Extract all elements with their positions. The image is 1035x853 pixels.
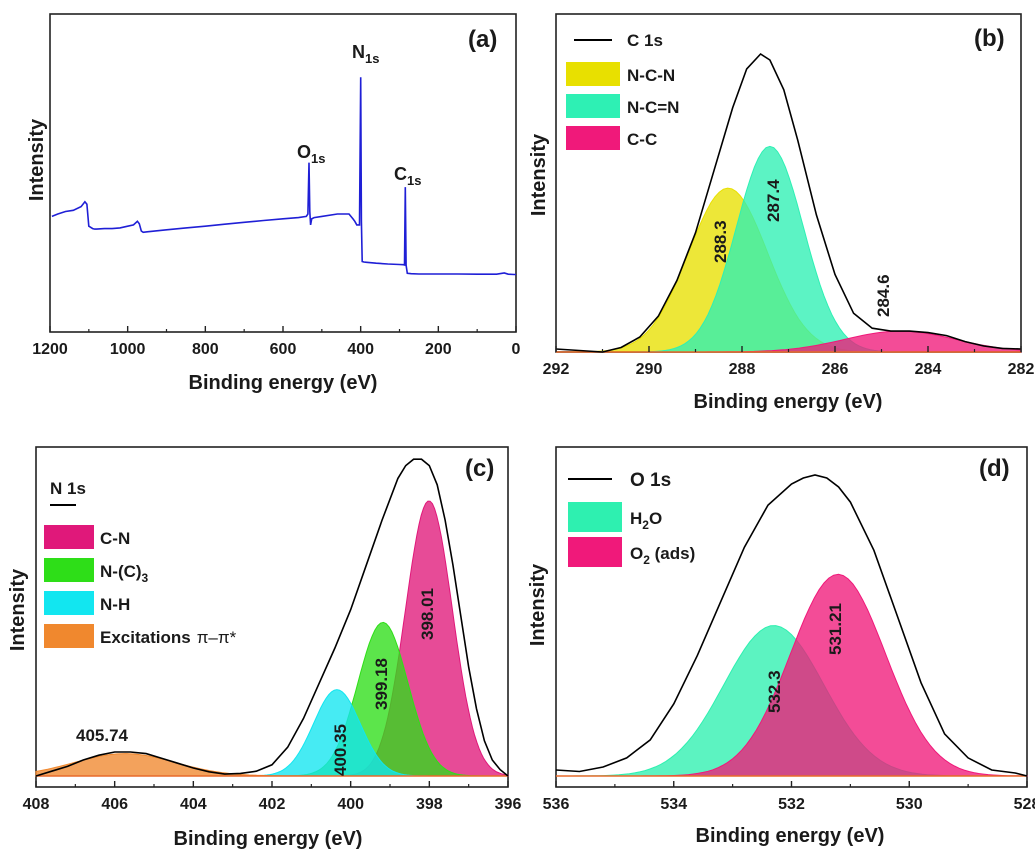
x-tick-label: 400 [337,796,364,813]
x-tick-label: 528 [1014,796,1035,813]
legend-b-label-3: C-C [627,130,657,149]
panel-b-ylabel: Intensity [528,133,550,216]
component-peak-531-21 [591,573,1028,777]
x-tick-label: 800 [192,341,219,358]
panel-b-envelope-line [555,52,1022,353]
component-peak-287-4 [596,145,944,353]
x-tick-label: 400 [347,341,374,358]
peak-label-399-18: 399.18 [372,658,391,710]
x-tick-label: 0 [512,341,521,358]
peak-label-405-74: 405.74 [76,726,129,745]
legend-c-swatch-1 [44,525,94,549]
x-tick-label: 404 [180,796,207,813]
peak-label-398-01: 398.01 [418,588,437,640]
panel-a-frame [49,13,517,333]
panel-c-components [35,500,509,777]
panel-d-tag: (d) [979,455,1010,482]
x-tick-label: 536 [543,796,570,813]
legend-c-label-3: N-H [100,595,130,614]
x-tick-label: 1200 [32,341,68,358]
legend-b-envelope-label: C 1s [627,31,663,50]
legend-d-label-1: H2O [630,509,662,532]
legend-b-swatch-3 [566,126,620,150]
x-tick-label: 282 [1008,361,1035,378]
panel-d-ylabel: Intensity [527,563,549,646]
legend-c-label-2: N-(C)3 [100,562,149,585]
legend-b-label-2: N-C=N [627,98,679,117]
legend-c-envelope-label: N 1s [50,479,86,498]
legend-c-swatch-4 [44,624,94,648]
peak-label-532-3: 532.3 [765,670,784,713]
peak-label-400-35: 400.35 [331,724,350,776]
panel-b-x-ticks: 292 290 288 286 284 282 [543,346,1035,378]
legend-d-envelope-label: O 1s [630,470,671,491]
x-tick-label: 290 [636,361,663,378]
panel-c-envelope-line [35,458,509,777]
panel-c-x-ticks: 408 406 404 402 400 398 396 [23,781,522,813]
peak-label-n1s: N1s [352,42,379,66]
legend-d-swatch-2 [568,537,622,567]
x-tick-label: 532 [778,796,805,813]
x-tick-label: 534 [660,796,687,813]
panel-b-xlabel: Binding energy (eV) [694,391,883,413]
x-tick-label: 292 [543,361,570,378]
legend-c-label-4: Excitations π–π* [100,628,237,647]
x-tick-label: 200 [425,341,452,358]
legend-b-label-1: N-C-N [627,66,675,85]
panel-d-components [556,573,1028,777]
legend-c-label-1: C-N [100,529,130,548]
peak-label-284-6: 284.6 [874,274,893,317]
x-tick-label: 1000 [110,341,146,358]
x-tick-label: 408 [23,796,50,813]
x-tick-label: 530 [896,796,923,813]
x-tick-label: 284 [915,361,942,378]
panel-a-survey-line [51,77,516,276]
peak-label-531-21: 531.21 [826,603,845,655]
panel-b-components [556,145,1022,353]
panel-a-tag: (a) [468,26,497,53]
panel-c-ylabel: Intensity [7,568,29,651]
legend-d-swatch-1 [568,502,622,532]
peak-label-o1s: O1s [297,142,325,166]
legend-d-label-2: O2 (ads) [630,544,695,567]
legend-b-swatch-2 [566,94,620,118]
panel-d-xlabel: Binding energy (eV) [696,825,885,847]
panel-c: 408 406 404 402 400 398 396 (c) Intensity Bind… [7,446,522,850]
legend-b-swatch-1 [566,62,620,86]
panel-a: 1200 1000 800 600 400 200 0 (a) Intensity Bind… [26,13,521,394]
panel-d-x-ticks: 536 534 532 530 528 [543,781,1035,813]
x-tick-label: 286 [822,361,849,378]
panel-a-ylabel: Intensity [26,118,48,201]
x-tick-label: 288 [729,361,756,378]
x-tick-label: 600 [270,341,297,358]
panel-d-envelope-line [555,474,1028,777]
panel-a-xlabel: Binding energy (eV) [189,372,378,394]
panel-c-xlabel: Binding energy (eV) [174,828,363,850]
panel-b: 292 290 288 286 284 282 (b) Intensity Binding… [528,13,1035,413]
panel-a-x-ticks: 1200 1000 800 600 400 200 0 [32,326,521,358]
x-tick-label: 402 [259,796,286,813]
panel-c-tag: (c) [465,455,494,482]
x-tick-label: 396 [495,796,522,813]
legend-c-swatch-3 [44,591,94,615]
peak-label-c1s: C1s [394,164,421,188]
panel-d: 536 534 532 530 528 (d) Intensity Binding en… [527,446,1035,847]
x-tick-label: 406 [101,796,128,813]
legend-c-swatch-2 [44,558,94,582]
peak-label-287-4: 287.4 [764,179,783,222]
x-tick-label: 398 [416,796,443,813]
panel-b-tag: (b) [974,25,1005,52]
peak-label-288-3: 288.3 [711,220,730,263]
